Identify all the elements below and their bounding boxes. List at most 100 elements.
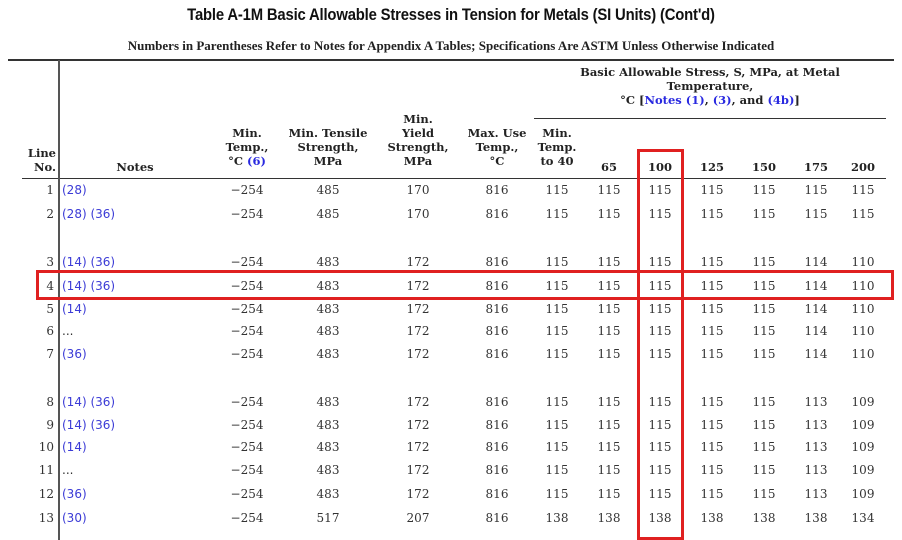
stress-cell: 115 <box>545 279 569 293</box>
line-number: 3 <box>46 255 54 269</box>
stress-cell: 115 <box>597 207 621 221</box>
notes-links[interactable]: (14) <box>62 302 87 316</box>
min-tensile-cell: 517 <box>316 511 340 525</box>
min-tensile-cell: 483 <box>316 302 340 316</box>
highlight-column-100 <box>637 149 684 540</box>
stress-cell: 115 <box>700 207 724 221</box>
min-tensile-cell: 483 <box>316 418 340 432</box>
top-rule <box>8 59 894 61</box>
min-tensile-cell: 483 <box>316 440 340 454</box>
notes-links[interactable]: (28) (36) <box>62 207 116 221</box>
stress-cell: 115 <box>545 302 569 316</box>
stress-cell: 115 <box>597 347 621 361</box>
header-stress-group: Basic Allowable Stress, S, MPa, at Metal… <box>580 65 840 107</box>
min-tensile-cell: 483 <box>316 255 340 269</box>
note-link-3[interactable]: (3) <box>712 93 732 107</box>
stress-cell: 115 <box>648 183 672 197</box>
header-temp-125: 125 <box>699 160 724 174</box>
max-use-temp-cell: 816 <box>485 255 509 269</box>
stress-cell: 115 <box>700 279 724 293</box>
notes-links[interactable]: (14) (36) <box>62 279 116 293</box>
line-number: 8 <box>46 395 54 409</box>
stress-cell: 115 <box>752 440 776 454</box>
stress-cell: 113 <box>804 440 828 454</box>
line-number: 10 <box>38 440 54 454</box>
stress-cell: 115 <box>752 302 776 316</box>
stress-cell: 115 <box>700 347 724 361</box>
stress-cell: 115 <box>597 324 621 338</box>
header-temp-150: 150 <box>751 160 776 174</box>
stress-cell: 115 <box>752 255 776 269</box>
max-use-temp-cell: 816 <box>485 183 509 197</box>
notes-links[interactable]: (14) (36) <box>62 395 116 409</box>
min-tensile-cell: 483 <box>316 324 340 338</box>
notes-links[interactable]: (14) (36) <box>62 255 116 269</box>
stress-cell: 114 <box>804 324 828 338</box>
stress-cell: 115 <box>700 183 724 197</box>
max-use-temp-cell: 816 <box>485 324 509 338</box>
max-use-temp-cell: 816 <box>485 487 509 501</box>
min-yield-cell: 172 <box>406 255 430 269</box>
stress-cell: 115 <box>752 487 776 501</box>
notes-links[interactable]: (36) <box>62 347 87 361</box>
header-min-tensile: Min. Tensile Strength, MPa <box>288 126 368 168</box>
min-yield-cell: 172 <box>406 487 430 501</box>
stress-cell: 115 <box>700 255 724 269</box>
stress-cell: 115 <box>648 418 672 432</box>
stress-cell: 114 <box>804 279 828 293</box>
min-yield-cell: 170 <box>406 183 430 197</box>
stress-cell: 115 <box>597 418 621 432</box>
line-number: 4 <box>46 279 54 293</box>
stress-cell: 113 <box>804 463 828 477</box>
min-yield-cell: 172 <box>406 463 430 477</box>
min-tensile-cell: 483 <box>316 463 340 477</box>
stress-cell: 138 <box>648 511 672 525</box>
notes-links[interactable]: (14) (36) <box>62 418 116 432</box>
stress-group-rule <box>534 118 886 119</box>
stress-cell: 115 <box>648 279 672 293</box>
notes-links[interactable]: (30) <box>62 511 87 525</box>
stress-cell: 114 <box>804 347 828 361</box>
notes-links[interactable]: (28) <box>62 183 87 197</box>
stress-cell: 109 <box>851 418 875 432</box>
min-yield-cell: 207 <box>406 511 430 525</box>
stress-cell: 115 <box>597 302 621 316</box>
header-min-temp: Min. Temp., °C (6) <box>225 126 269 168</box>
header-temp-100: 100 <box>647 160 672 174</box>
max-use-temp-cell: 816 <box>485 395 509 409</box>
stress-cell: 109 <box>851 395 875 409</box>
line-number: 5 <box>46 302 54 316</box>
stress-cell: 115 <box>545 418 569 432</box>
max-use-temp-cell: 816 <box>485 302 509 316</box>
stress-cell: 115 <box>700 440 724 454</box>
note-link-1[interactable]: Notes (1) <box>644 93 705 107</box>
min-tensile-cell: 483 <box>316 395 340 409</box>
note-link-4b[interactable]: (4b) <box>767 93 795 107</box>
notes-links: ... <box>62 324 74 338</box>
stress-cell: 115 <box>648 440 672 454</box>
stress-cell: 115 <box>752 279 776 293</box>
min-temp-cell: −254 <box>230 207 264 221</box>
notes-links: ... <box>62 463 74 477</box>
min-temp-cell: −254 <box>230 255 264 269</box>
notes-links[interactable]: (14) <box>62 440 87 454</box>
min-yield-cell: 172 <box>406 324 430 338</box>
min-tensile-cell: 483 <box>316 347 340 361</box>
min-temp-cell: −254 <box>230 395 264 409</box>
note-link-6[interactable]: (6) <box>247 154 266 168</box>
header-notes: Notes <box>116 160 154 174</box>
highlight-row-4 <box>36 270 894 300</box>
stress-cell: 115 <box>851 207 875 221</box>
stress-cell: 110 <box>851 324 875 338</box>
stress-cell: 115 <box>700 487 724 501</box>
stress-cell: 115 <box>752 207 776 221</box>
max-use-temp-cell: 816 <box>485 347 509 361</box>
notes-links[interactable]: (36) <box>62 487 87 501</box>
min-yield-cell: 172 <box>406 347 430 361</box>
max-use-temp-cell: 816 <box>485 463 509 477</box>
stress-cell: 115 <box>545 347 569 361</box>
stress-cell: 115 <box>597 395 621 409</box>
stress-cell: 138 <box>545 511 569 525</box>
max-use-temp-cell: 816 <box>485 207 509 221</box>
stress-cell: 115 <box>545 463 569 477</box>
